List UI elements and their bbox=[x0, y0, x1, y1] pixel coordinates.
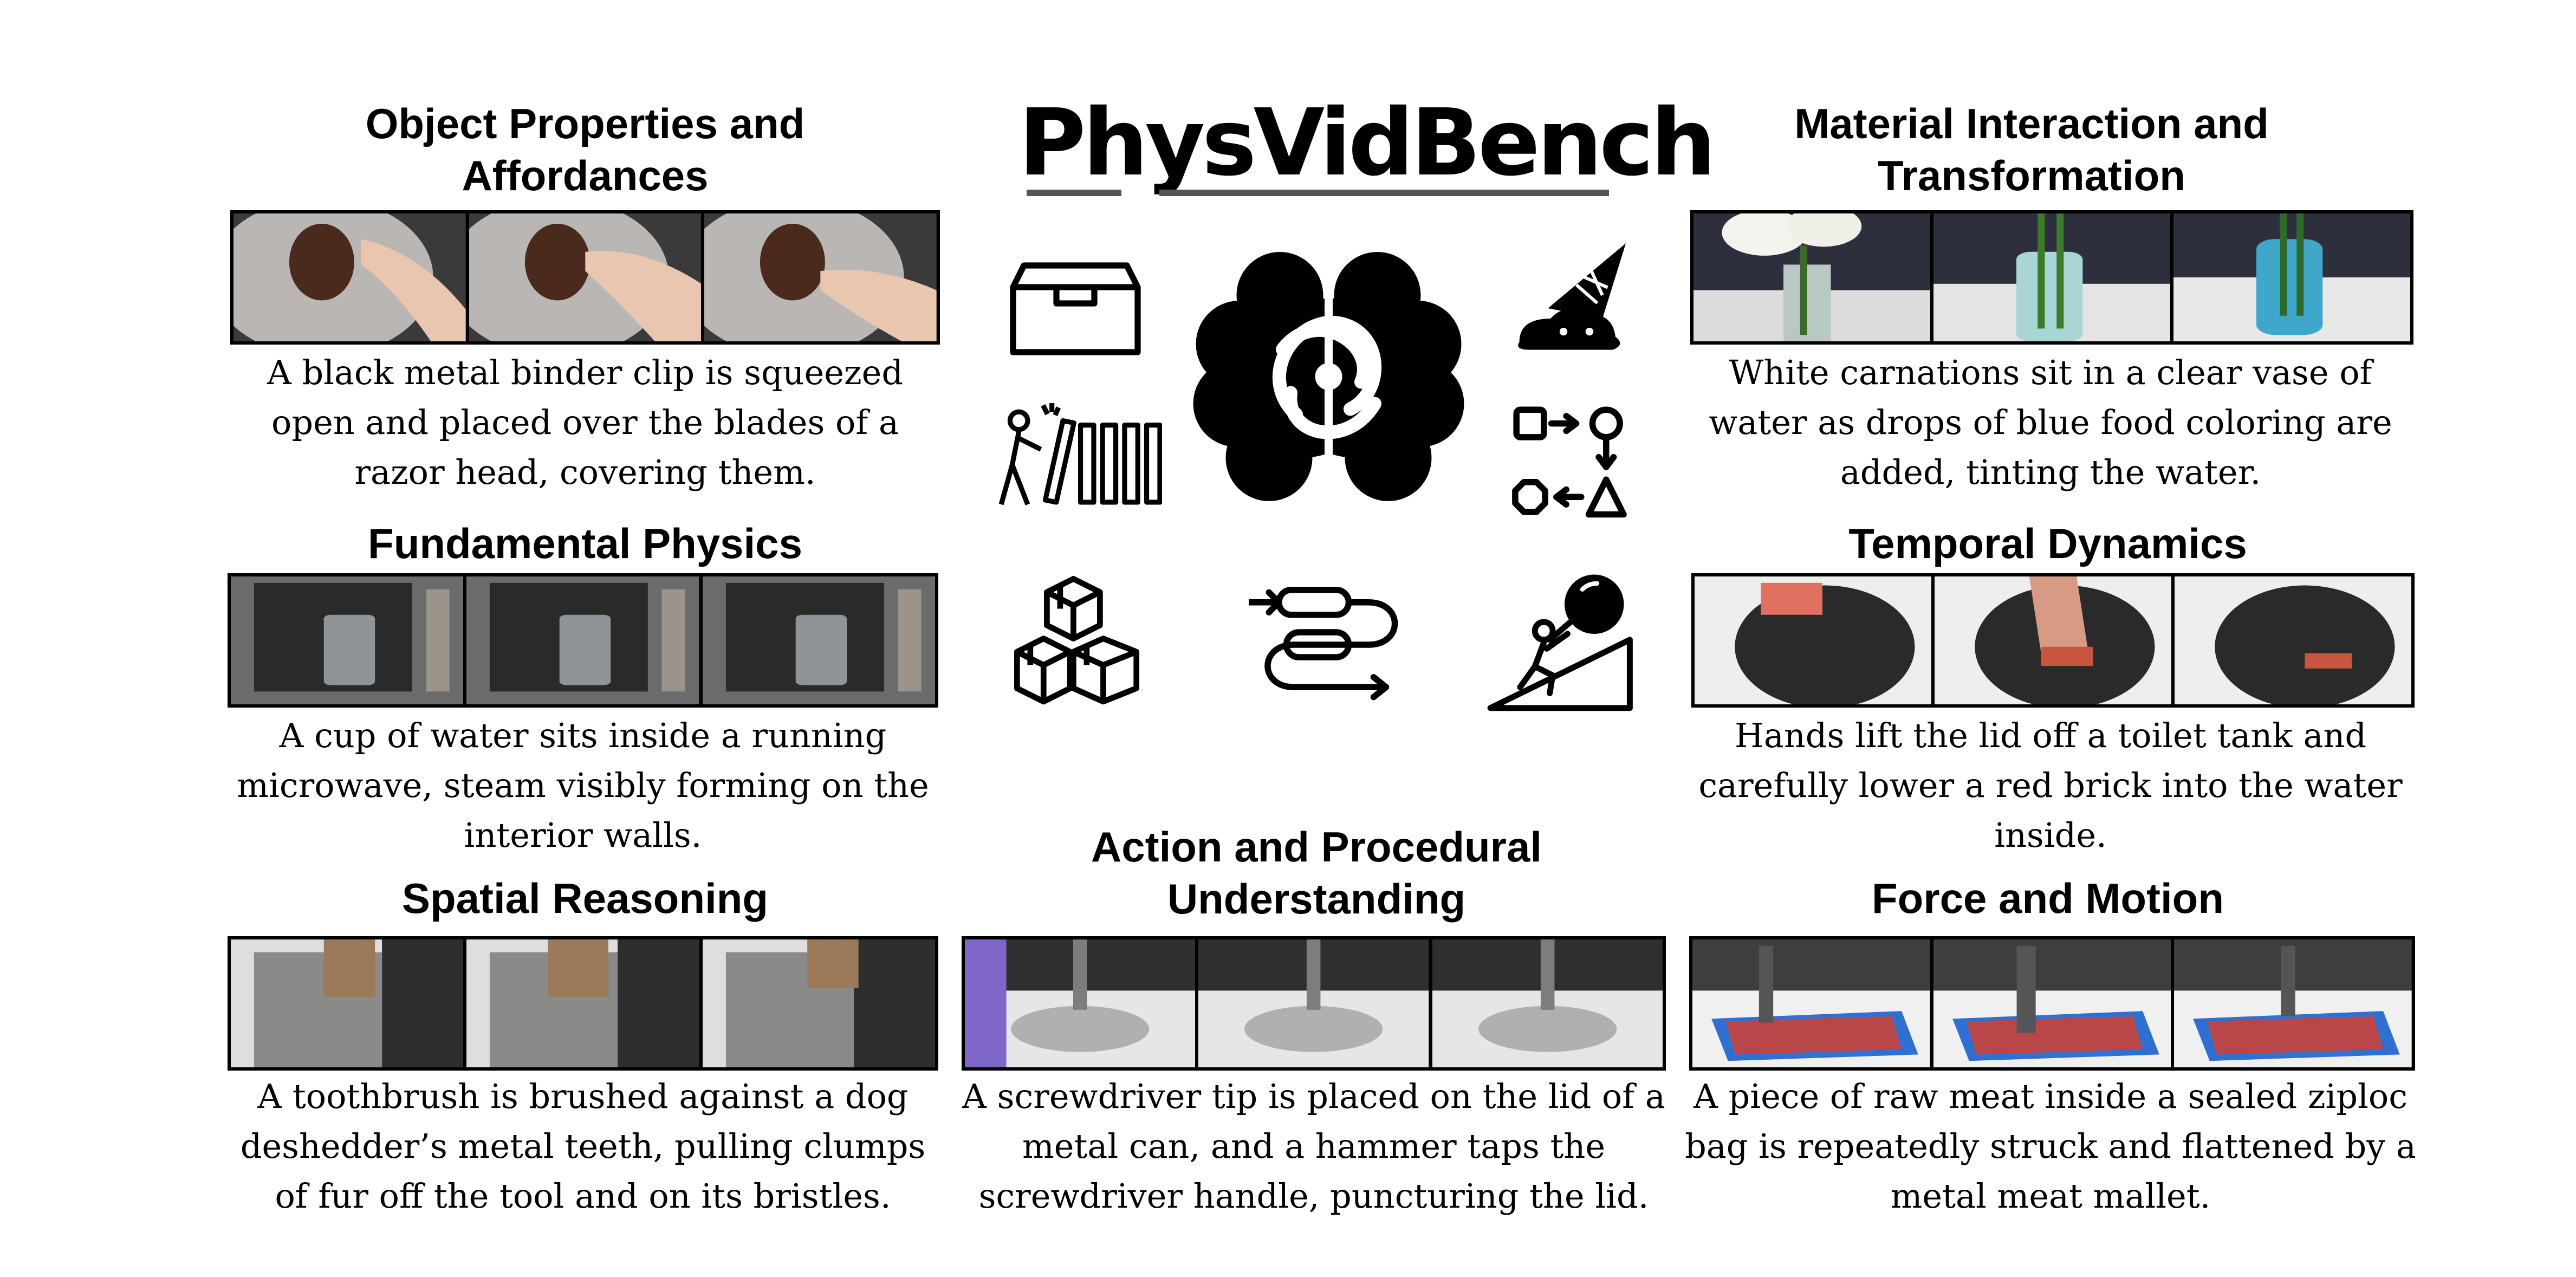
video-frame bbox=[704, 213, 937, 341]
fundamental-physics-caption: A cup of water sits inside a running mic… bbox=[237, 716, 929, 855]
shape-transform-icon bbox=[1511, 401, 1636, 528]
video-frame bbox=[1198, 939, 1429, 1067]
domino-push-icon bbox=[997, 398, 1162, 509]
video-frame bbox=[231, 576, 464, 704]
force-motion-frames bbox=[1689, 936, 2415, 1071]
action-procedural-heading: Action and Procedural Understanding bbox=[1091, 823, 1542, 923]
video-frame bbox=[1692, 939, 1930, 1067]
video-frame bbox=[231, 939, 464, 1067]
spatial-reasoning-heading: Spatial Reasoning bbox=[401, 874, 769, 922]
action-procedural-frames bbox=[962, 936, 1666, 1071]
object-properties-frames bbox=[230, 210, 940, 345]
temporal-dynamics-frames bbox=[1691, 573, 2415, 708]
video-frame bbox=[702, 576, 935, 704]
object-properties-heading: Object Properties and Affordances bbox=[365, 100, 805, 199]
material-interaction-caption: White carnations sit in a clear vase of … bbox=[1709, 353, 2392, 492]
video-frame bbox=[965, 939, 1196, 1067]
video-frame bbox=[2173, 213, 2410, 341]
force-motion-caption: A piece of raw meat inside a sealed zipl… bbox=[1685, 1077, 2416, 1216]
object-properties-caption: A black metal binder clip is squeezed op… bbox=[267, 353, 904, 492]
process-flow-icon bbox=[1249, 582, 1411, 707]
video-frame bbox=[469, 213, 702, 341]
temporal-dynamics-caption: Hands lift the lid off a toilet tank and… bbox=[1698, 716, 2403, 855]
force-motion-heading: Force and Motion bbox=[1872, 874, 2224, 922]
video-frame bbox=[2175, 576, 2411, 704]
brain-atom-icon bbox=[1189, 241, 1468, 512]
drawer-box-icon bbox=[1008, 260, 1143, 358]
title-underline-left bbox=[1027, 190, 1121, 196]
fundamental-physics-frames bbox=[228, 573, 938, 708]
video-frame bbox=[233, 213, 466, 341]
melting-ice-cream-icon bbox=[1511, 233, 1641, 358]
material-interaction-frames bbox=[1690, 210, 2413, 345]
stacked-boxes-icon bbox=[1010, 569, 1143, 731]
material-interaction-heading: Material Interaction and Transformation bbox=[1794, 100, 2269, 199]
video-frame bbox=[1693, 213, 1930, 341]
fundamental-physics-heading: Fundamental Physics bbox=[368, 520, 802, 567]
spatial-reasoning-caption: A toothbrush is brushed against a dog de… bbox=[240, 1077, 926, 1216]
video-frame bbox=[1695, 576, 1931, 704]
page-title: PhysVidBench bbox=[1018, 89, 1716, 197]
sisyphus-boulder-icon bbox=[1487, 572, 1636, 712]
video-frame bbox=[1432, 939, 1663, 1067]
video-frame bbox=[2174, 939, 2412, 1067]
action-procedural-caption: A screwdriver tip is placed on the lid o… bbox=[962, 1077, 1665, 1216]
video-frame bbox=[1933, 939, 2171, 1067]
title-underline-right bbox=[1159, 190, 1609, 196]
video-frame bbox=[702, 939, 935, 1067]
video-frame bbox=[1935, 576, 2171, 704]
spatial-reasoning-frames bbox=[228, 936, 938, 1071]
video-frame bbox=[1933, 213, 2170, 341]
video-frame bbox=[466, 939, 699, 1067]
video-frame bbox=[466, 576, 699, 704]
temporal-dynamics-heading: Temporal Dynamics bbox=[1848, 520, 2247, 567]
